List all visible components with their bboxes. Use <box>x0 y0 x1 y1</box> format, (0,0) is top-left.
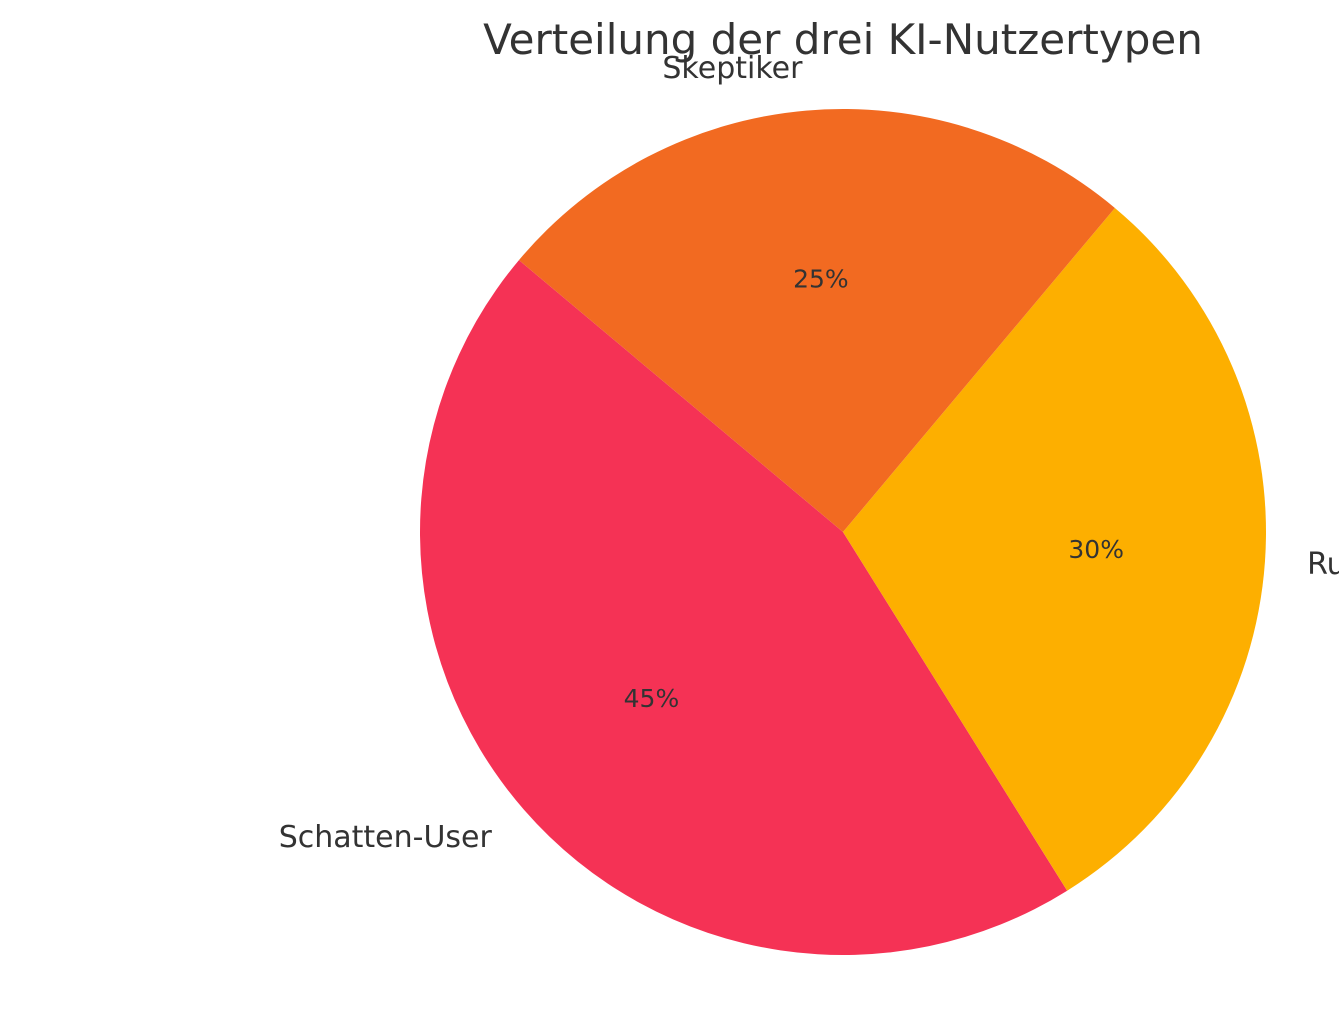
pie-slice-skeptiker <box>518 109 1115 533</box>
chart-title: Verteilung der drei KI-Nutzertypen <box>483 15 1203 64</box>
slice-percent-skeptiker: 25% <box>793 265 849 294</box>
pie-slices <box>420 109 1266 955</box>
pie-slice-rudimentar-anwender <box>843 207 1266 891</box>
pie-slice-schatten-user <box>420 260 1068 955</box>
slice-label-rudimentar-anwender: Rudimentär-Anwender <box>1307 547 1339 582</box>
slice-percent-rudimentar-anwender: 30% <box>1068 535 1124 564</box>
slice-label-skeptiker: Skeptiker <box>662 51 803 86</box>
slice-percent-schatten-user: 45% <box>624 684 680 713</box>
pie-labels: Schatten-User 45% Rudimentär-Anwender 30% Sk… <box>279 51 1339 855</box>
slice-label-schatten-user: Schatten-User <box>279 820 493 855</box>
